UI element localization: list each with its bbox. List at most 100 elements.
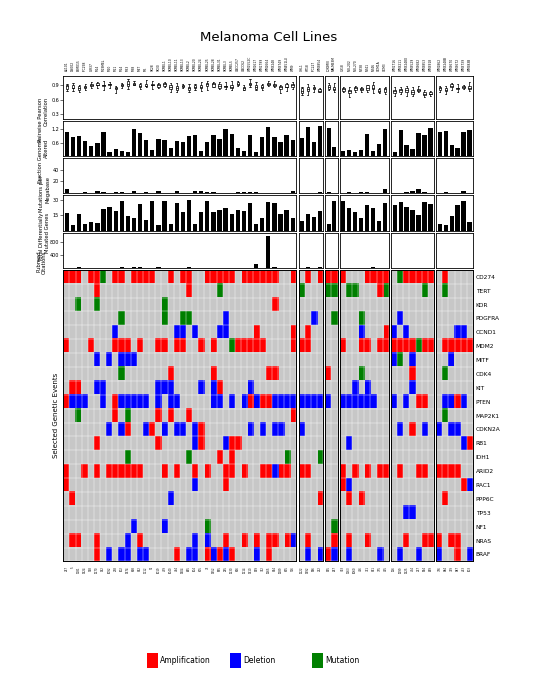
Bar [333,87,336,89]
Bar [461,132,466,156]
Bar [468,130,471,156]
Bar [341,201,345,231]
Bar [266,127,271,156]
Bar [366,85,368,90]
Bar [307,87,309,92]
Bar [301,89,303,93]
Bar [71,138,75,156]
Bar [156,139,161,156]
Bar [156,191,161,193]
Bar [383,129,387,156]
Bar [145,83,147,86]
Bar [71,225,75,231]
Bar [359,218,364,231]
Bar [163,83,166,86]
Bar [399,89,402,92]
Bar [132,191,136,193]
Bar [438,132,442,156]
Bar [417,89,420,91]
Bar [132,129,136,156]
Bar [455,205,460,231]
Bar [133,83,135,85]
Bar [383,203,387,231]
Bar [359,150,364,156]
Bar [84,86,86,88]
Bar [341,151,345,156]
Bar [312,87,315,89]
Bar [138,267,142,268]
Bar [290,140,295,156]
Bar [174,203,179,231]
Bar [347,192,351,193]
Text: Mutation: Mutation [325,656,360,665]
Bar [242,211,246,231]
Bar [342,88,344,90]
Bar [77,136,81,156]
Bar [393,205,397,231]
Y-axis label: Pubmed
Citations: Pubmed Citations [36,250,47,273]
Bar [318,89,321,92]
Bar [348,89,350,94]
Bar [114,87,117,89]
Bar [383,189,387,193]
Bar [205,201,210,231]
Bar [193,135,197,156]
Bar [399,130,403,156]
Bar [347,150,351,156]
Bar [144,220,148,231]
Bar [174,191,179,193]
Bar [224,85,227,87]
Bar [438,224,442,231]
Bar [194,85,196,88]
Bar [422,136,427,156]
Bar [278,142,283,156]
Bar [101,209,106,231]
Bar [181,142,185,156]
Bar [199,151,204,156]
Bar [205,142,210,156]
Bar [211,212,216,231]
Bar [248,135,252,156]
Bar [144,192,148,193]
Bar [223,208,228,231]
Bar [248,192,252,193]
Bar [114,192,118,193]
Bar [378,89,381,92]
Bar [371,151,376,156]
Bar [285,85,288,87]
Bar [284,135,289,156]
Bar [327,127,331,156]
Bar [332,201,336,231]
Bar [217,139,222,156]
Bar [168,148,173,156]
Bar [199,191,204,193]
Y-axis label: Mutations per
Megabase: Mutations per Megabase [39,176,50,212]
Bar [138,134,142,156]
Bar [162,140,167,156]
Bar [139,84,141,87]
Bar [150,201,155,231]
Bar [144,140,148,156]
Bar [102,85,104,86]
Bar [255,85,257,89]
Bar [249,83,251,85]
Bar [242,151,246,156]
Bar [455,148,460,156]
Text: Amplification: Amplification [161,656,211,665]
Bar [254,264,258,268]
Bar [200,85,202,87]
Bar [353,152,358,156]
Bar [317,126,322,156]
Bar [365,192,370,193]
Bar [157,84,159,87]
Bar [254,152,258,156]
Bar [89,146,94,156]
Bar [450,85,453,87]
Bar [405,88,408,92]
Bar [65,189,69,193]
Bar [422,192,427,193]
Bar [182,85,184,87]
Bar [317,211,322,231]
Bar [72,85,74,88]
Bar [393,152,397,156]
